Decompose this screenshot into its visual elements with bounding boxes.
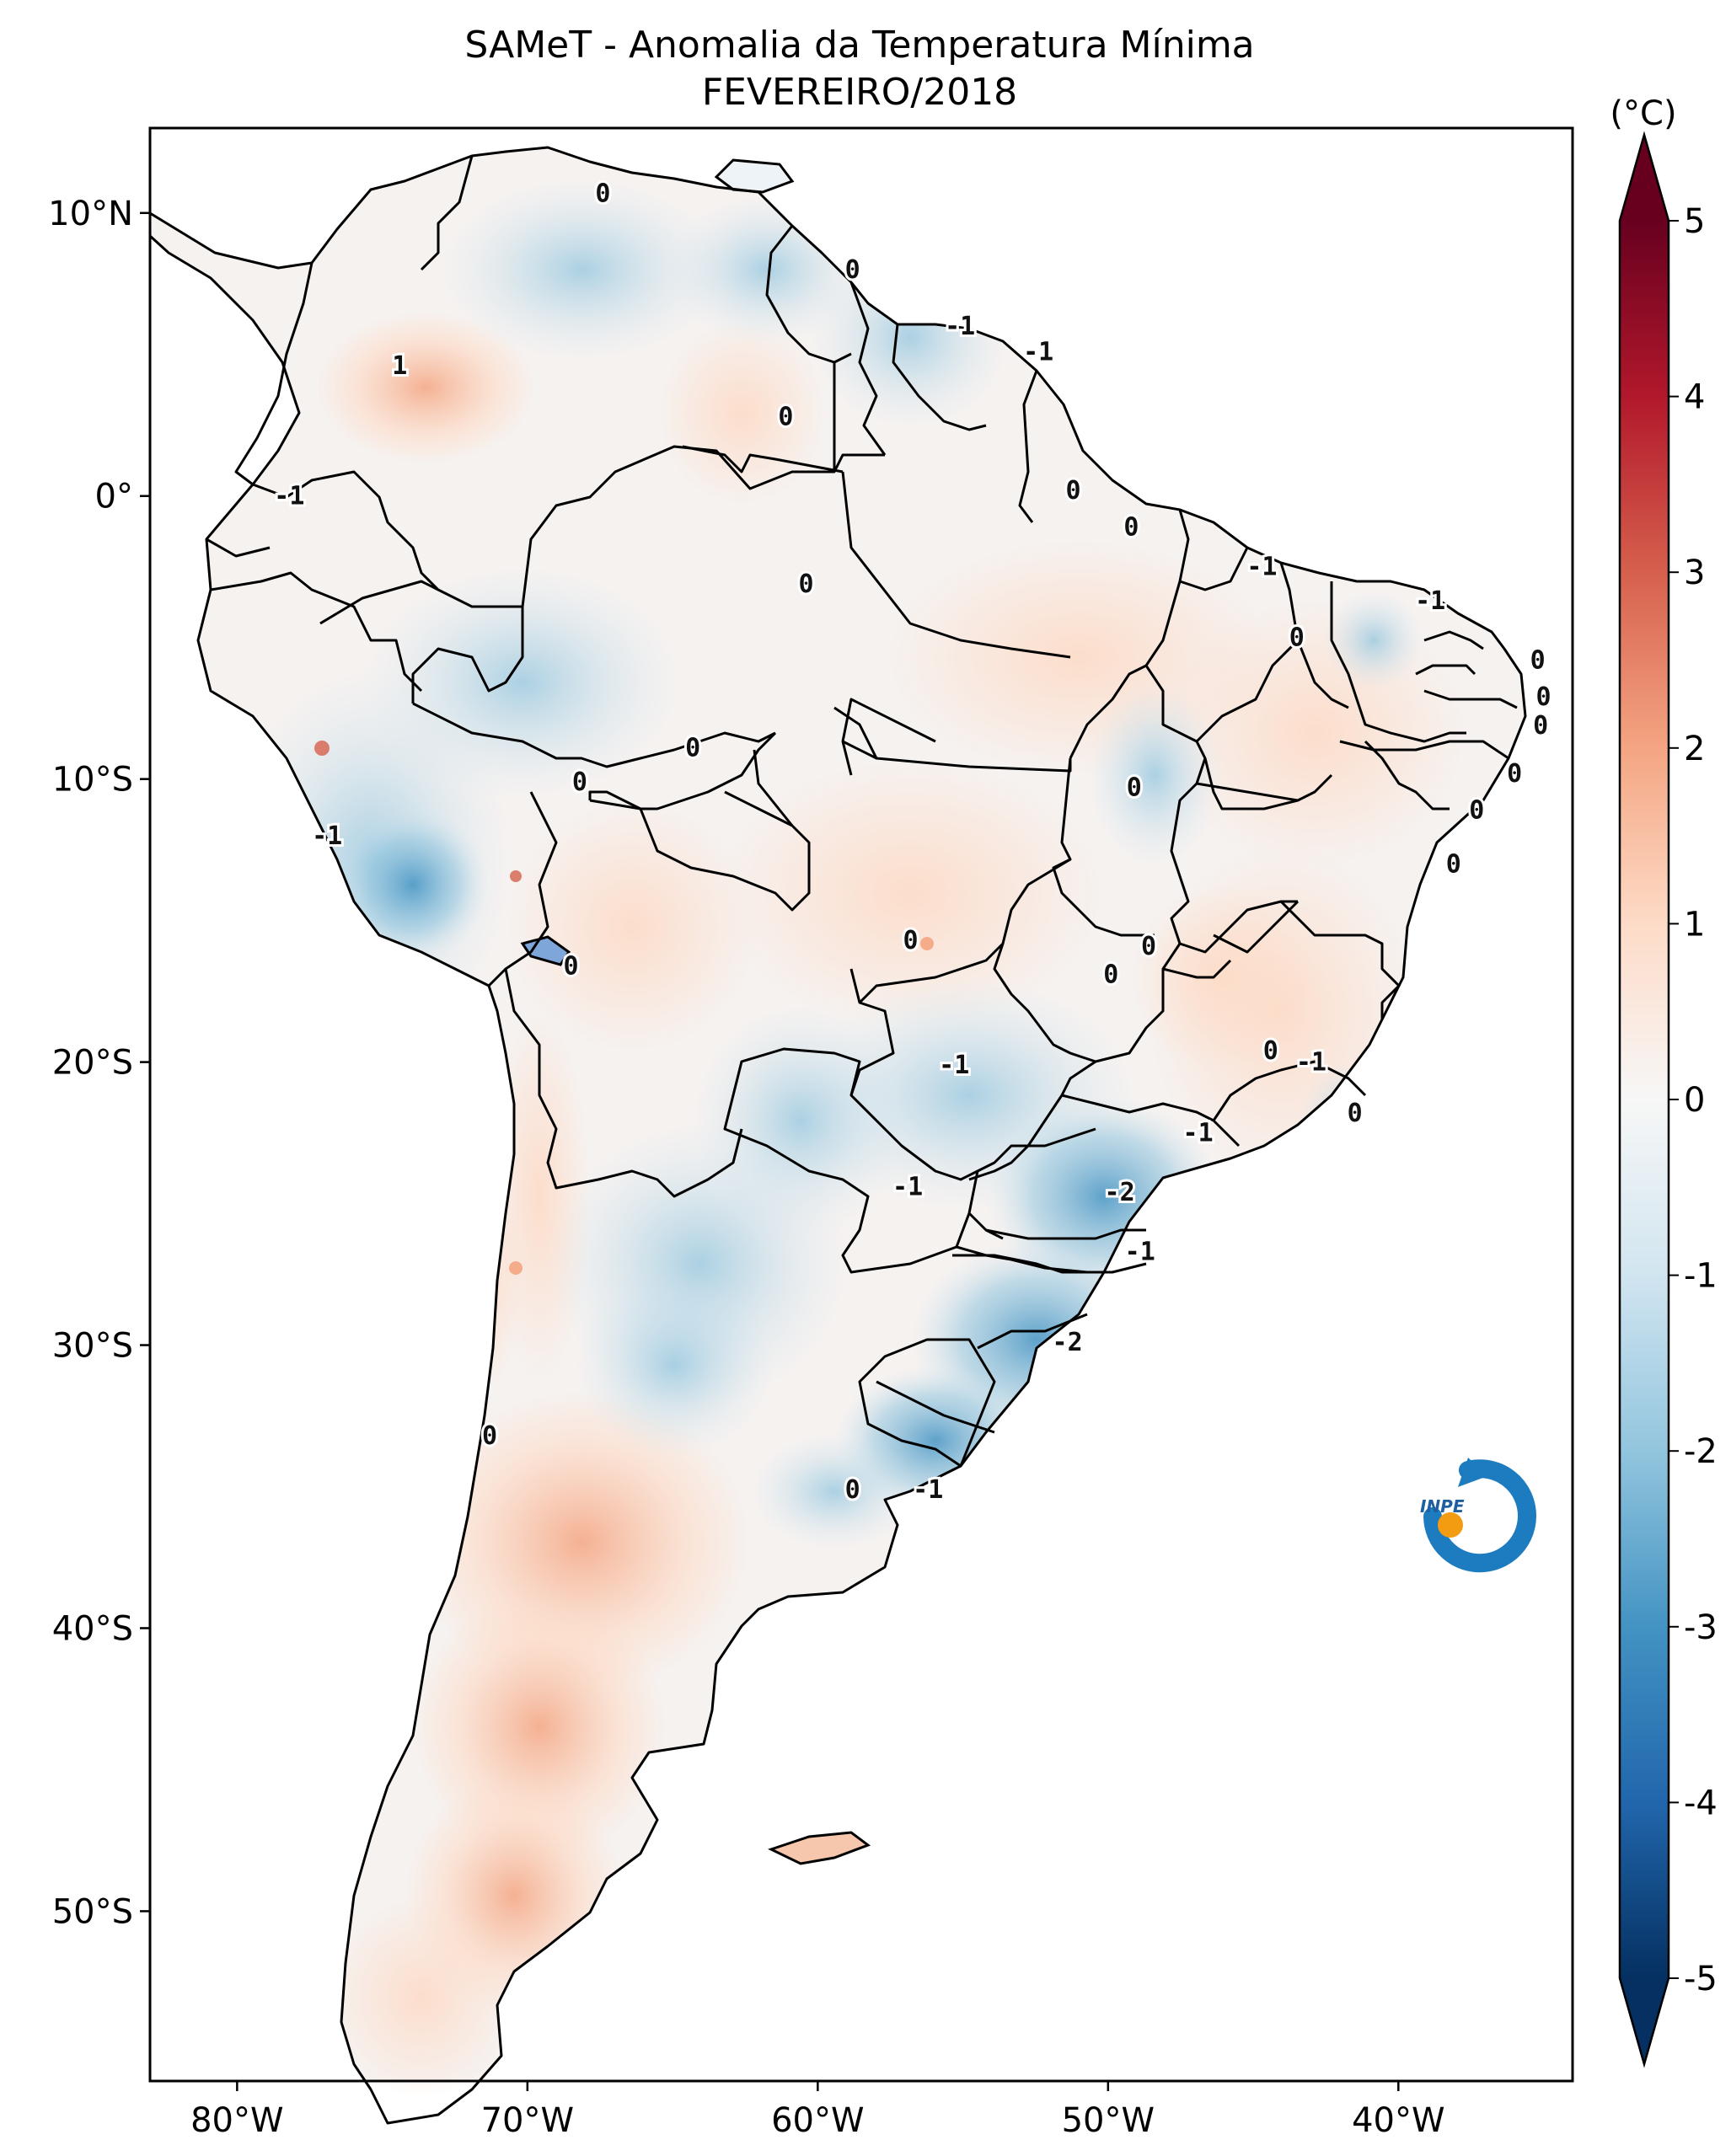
colorbar-max-extension [1620, 135, 1669, 221]
contour-label: 0 [1533, 711, 1548, 741]
falkland-islands [768, 1831, 871, 1865]
logo-arc [1423, 1459, 1536, 1573]
contour-label: 0 [845, 255, 860, 285]
contour-label: 0 [799, 570, 814, 599]
colorbar-tick-label: 0 [1684, 1081, 1705, 1120]
contour-label: 0 [563, 951, 578, 981]
contour-label: 0 [903, 926, 919, 955]
contour-label: 0 [685, 734, 700, 763]
contour-label: 0 [1507, 759, 1522, 789]
colorbar-tick-label: -5 [1684, 1960, 1718, 1998]
contour-label: 0 [1289, 623, 1305, 653]
contour-label: -1 [1296, 1048, 1326, 1078]
contour-label: -1 [1183, 1119, 1214, 1148]
colorbar-tick-label: -3 [1684, 1608, 1718, 1647]
longitude-ticks: 80°W 70°W 60°W 50°W 40°W [190, 2081, 1445, 2140]
colorbar: (°C) 5 4 3 2 1 0 -1 -2 -3 -4 -5 [1610, 94, 1718, 2068]
y-tick-label: 0° [95, 478, 133, 516]
colorbar-ticks: 5 4 3 2 1 0 -1 -2 -3 -4 -5 [1669, 202, 1718, 1998]
colorbar-tick-label: -4 [1684, 1784, 1718, 1822]
contour-label: 0 [1127, 773, 1142, 803]
contour-label: -1 [312, 821, 342, 851]
latitude-ticks: 10°N 0° 10°S 20°S 30°S 40°S 50°S [48, 195, 150, 1931]
contour-label: 0 [1536, 682, 1551, 712]
inpe-logo: INPE [1420, 1458, 1536, 1573]
contour-label: 0 [1469, 796, 1484, 826]
map-frame [148, 126, 1574, 2083]
contour-label: 0 [1103, 960, 1118, 989]
y-tick-label: 50°S [52, 1892, 133, 1931]
colorbar-tick-label: 5 [1684, 202, 1705, 241]
colorbar-tick-label: 3 [1684, 554, 1705, 592]
y-tick-label: 10°S [52, 761, 133, 800]
colorbar-min-extension [1620, 1978, 1669, 2064]
x-tick-label: 50°W [1062, 2101, 1155, 2140]
colorbar-unit: (°C) [1610, 94, 1676, 133]
colorbar-tick-label: 4 [1684, 378, 1705, 417]
x-tick-label: 40°W [1352, 2101, 1444, 2140]
y-tick-label: 20°S [52, 1044, 133, 1083]
contour-label: 1 [392, 351, 407, 381]
contour-label: 0 [1263, 1036, 1278, 1066]
contour-label: 0 [572, 768, 587, 797]
logo-arrow-icon [1458, 1458, 1487, 1487]
x-tick-label: 80°W [190, 2101, 283, 2140]
colorbar-tick-label: -2 [1684, 1432, 1718, 1471]
contour-label: -1 [1246, 553, 1277, 582]
x-tick-label: 60°W [771, 2101, 864, 2140]
y-tick-label: 30°S [52, 1327, 133, 1366]
contour-label: 0 [1065, 476, 1080, 506]
colorbar-tick-label: -1 [1684, 1257, 1718, 1296]
contour-label: -2 [1053, 1328, 1083, 1357]
contour-label: 0 [482, 1421, 497, 1451]
state-borders [682, 362, 1518, 1350]
contour-label: -1 [274, 482, 304, 511]
country-borders [206, 155, 1104, 1468]
contour-label: 0 [845, 1475, 860, 1505]
contour-label: -1 [913, 1475, 943, 1505]
contour-label: 0 [1123, 513, 1139, 543]
contour-label: 0 [595, 179, 610, 208]
colorbar-tick-label: 2 [1684, 730, 1705, 768]
contour-label: 0 [778, 403, 793, 432]
y-tick-label: 40°S [52, 1609, 133, 1648]
contour-label: -1 [939, 1051, 969, 1080]
colorbar-tick-label: 1 [1684, 905, 1705, 944]
contour-label: -1 [1415, 586, 1445, 616]
contour-label: 0 [1446, 849, 1461, 879]
y-tick-label: 10°N [48, 195, 133, 233]
logo-dot [1438, 1512, 1463, 1538]
contour-label: 0 [1348, 1099, 1363, 1128]
map-title: SAMeT - Anomalia da Temperatura Mínima [464, 24, 1254, 67]
contour-label: -1 [945, 312, 975, 341]
map-subtitle: FEVEREIRO/2018 [702, 71, 1017, 114]
contour-label: -1 [892, 1172, 923, 1201]
contour-label: 0 [1530, 646, 1546, 676]
contour-label: -2 [1105, 1178, 1135, 1207]
logo-text: INPE [1420, 1496, 1465, 1517]
colorbar-gradient [1620, 221, 1669, 1978]
contour-label: 0 [1141, 932, 1156, 961]
contour-label: -1 [1125, 1238, 1155, 1267]
x-tick-label: 70°W [481, 2101, 574, 2140]
contour-label: -1 [1023, 337, 1053, 366]
